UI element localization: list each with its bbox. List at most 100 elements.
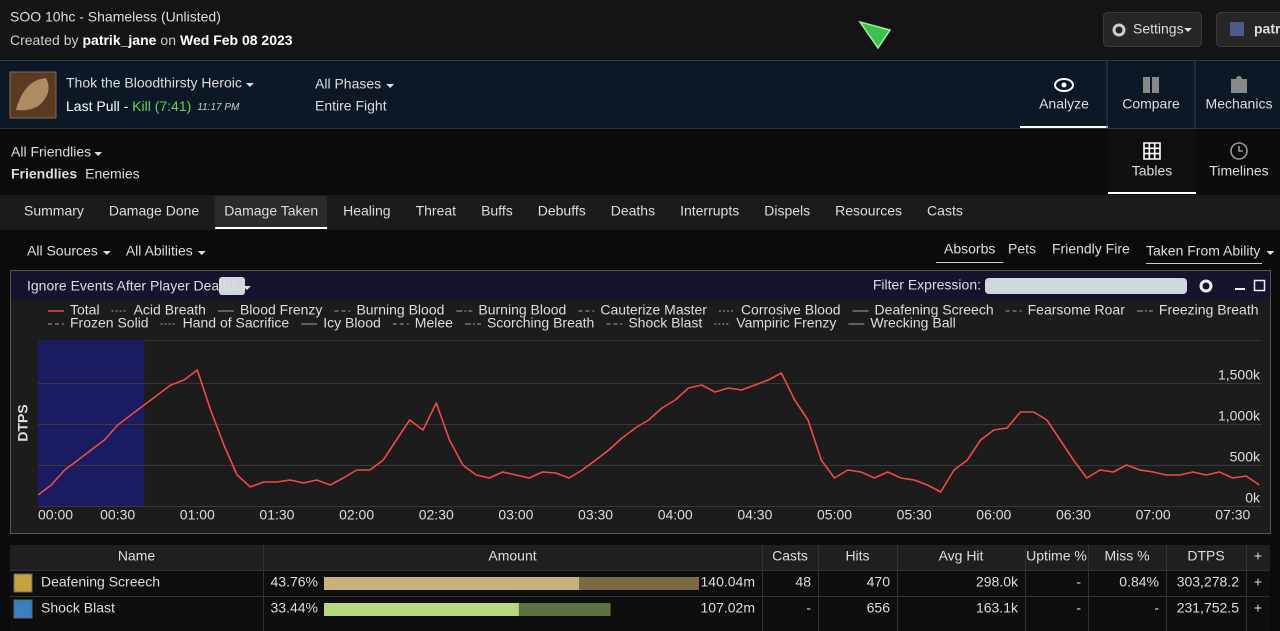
- tab[interactable]: Resources: [835, 203, 902, 219]
- table-cell: 231,752.5: [1177, 600, 1239, 616]
- legend-entry-inactive[interactable]: Corrosive Blood: [741, 302, 841, 318]
- actor-option[interactable]: Friendlies: [11, 166, 77, 182]
- caret: [242, 286, 251, 290]
- boss-icon: [9, 71, 57, 119]
- tab-underline: [215, 227, 328, 229]
- column-header[interactable]: Name: [118, 548, 156, 564]
- fight-bar: [0, 60, 1280, 128]
- user-icon: [1230, 22, 1244, 36]
- legend-entry-inactive[interactable]: Burning Blood: [356, 302, 444, 318]
- legend-entry-inactive[interactable]: Melee: [415, 315, 453, 331]
- tab[interactable]: Summary: [24, 203, 84, 219]
- legend-entry-inactive[interactable]: Hand of Sacrifice: [183, 315, 290, 331]
- column-header[interactable]: Uptime %: [1026, 548, 1087, 564]
- phase-select[interactable]: All Phases: [315, 76, 381, 92]
- table-cell: 656: [867, 600, 891, 616]
- actor-option[interactable]: Enemies: [85, 166, 139, 182]
- view-tab[interactable]: Compare: [1122, 96, 1180, 112]
- caret: [386, 84, 395, 88]
- taken-select[interactable]: Taken From Ability: [1146, 243, 1260, 259]
- view-underline: [1020, 126, 1108, 128]
- column-header[interactable]: DTPS: [1187, 548, 1224, 564]
- tab[interactable]: Interrupts: [680, 203, 739, 219]
- logo: [858, 20, 892, 50]
- column-header[interactable]: Casts: [772, 548, 808, 564]
- actor-select[interactable]: All Friendlies: [11, 144, 91, 160]
- ability-icon: [13, 573, 33, 593]
- legend-entry-inactive[interactable]: Blood Frenzy: [240, 302, 322, 318]
- report-title: SOO 10hc - Shameless (Unlisted): [10, 9, 221, 25]
- settings-label[interactable]: Settings: [1133, 21, 1184, 37]
- user-button[interactable]: [1216, 12, 1280, 47]
- tab[interactable]: Threat: [416, 203, 457, 219]
- user-name[interactable]: patr: [1254, 21, 1280, 37]
- filter-input[interactable]: [985, 278, 1187, 294]
- ability-name[interactable]: Shock Blast: [41, 600, 115, 616]
- legend-entry-inactive[interactable]: Icy Blood: [323, 315, 381, 331]
- legend-entry-inactive[interactable]: Fearsome Roar: [1028, 302, 1126, 318]
- puzzle-icon: [1231, 76, 1247, 93]
- top-bar: [0, 0, 1280, 60]
- display-mode[interactable]: Timelines: [1209, 163, 1268, 179]
- expand-button[interactable]: +: [1254, 574, 1262, 590]
- ability-name[interactable]: Deafening Screech: [41, 574, 160, 590]
- tab[interactable]: Damage Taken: [224, 203, 318, 219]
- tab[interactable]: Healing: [343, 203, 390, 219]
- column-header[interactable]: Hits: [845, 548, 869, 564]
- x-tick-label: 07:30: [1215, 507, 1250, 523]
- gear-icon[interactable]: [1199, 279, 1213, 293]
- legend-entry-inactive[interactable]: Frozen Solid: [70, 315, 149, 331]
- column-header[interactable]: +: [1254, 548, 1262, 564]
- x-tick-label: 02:00: [339, 507, 374, 523]
- table-cell: -: [1076, 574, 1081, 590]
- legend-entry-inactive[interactable]: Shock Blast: [628, 315, 702, 331]
- legend-entry-inactive[interactable]: Scorching Breath: [487, 315, 594, 331]
- filter-toggle[interactable]: Absorbs: [944, 241, 995, 257]
- tab[interactable]: Buffs: [481, 203, 513, 219]
- column-header[interactable]: Amount: [488, 548, 536, 564]
- tab[interactable]: Debuffs: [538, 203, 586, 219]
- tab[interactable]: Damage Done: [109, 203, 199, 219]
- table-cell: -: [806, 600, 811, 616]
- legend-entry-inactive[interactable]: Deafening Screech: [875, 302, 994, 318]
- filter-select[interactable]: All Sources: [27, 243, 98, 259]
- minimize-icon[interactable]: [1235, 288, 1245, 290]
- ignore-select[interactable]: Ignore Events After Player Deaths: [27, 278, 238, 294]
- table-cell: 298.0k: [976, 574, 1019, 590]
- toggle[interactable]: [219, 277, 245, 295]
- filter-toggle[interactable]: Pets: [1008, 241, 1036, 257]
- legend-entry-inactive[interactable]: Wrecking Ball: [870, 315, 955, 331]
- created-line: Created by patrik_jane on Wed Feb 08 2023: [10, 32, 293, 48]
- legend-entry-inactive[interactable]: Acid Breath: [134, 302, 206, 318]
- display-mode[interactable]: Tables: [1132, 163, 1172, 179]
- filter-select[interactable]: All Abilities: [126, 243, 193, 259]
- column-header[interactable]: Miss %: [1104, 548, 1149, 564]
- caret: [102, 251, 111, 255]
- tab-active: [215, 196, 328, 229]
- legend-entry-inactive[interactable]: Burning Blood: [478, 302, 566, 318]
- amount-percent: 43.76%: [271, 574, 318, 590]
- amount-total: 107.02m: [701, 600, 755, 616]
- tab[interactable]: Casts: [927, 203, 963, 219]
- x-tick-label: 03:30: [578, 507, 613, 523]
- caret: [245, 83, 254, 87]
- legend-entry-inactive[interactable]: Freezing Breath: [1159, 302, 1259, 318]
- legend-entry-inactive[interactable]: Vampiric Frenzy: [736, 315, 836, 331]
- y-axis-label: DTPS: [15, 404, 31, 441]
- view-tab[interactable]: Analyze: [1039, 96, 1089, 112]
- tab[interactable]: Deaths: [611, 203, 655, 219]
- caret: [1184, 28, 1192, 32]
- maximize-icon[interactable]: [1253, 279, 1266, 292]
- x-tick-label: 05:30: [897, 507, 932, 523]
- x-tick-label: 02:30: [419, 507, 454, 523]
- legend-entry[interactable]: Total: [70, 302, 100, 318]
- x-tick-label: 05:00: [817, 507, 852, 523]
- view-tab[interactable]: Mechanics: [1206, 96, 1273, 112]
- expand-button[interactable]: +: [1254, 600, 1262, 616]
- column-header[interactable]: Avg Hit: [939, 548, 984, 564]
- tab[interactable]: Dispels: [764, 203, 810, 219]
- boss-name[interactable]: Thok the Bloodthirsty Heroic: [66, 75, 242, 91]
- filter-toggle[interactable]: Friendly Fire: [1052, 241, 1130, 257]
- settings-button[interactable]: [1103, 12, 1202, 47]
- legend-entry-inactive[interactable]: Cauterize Master: [600, 302, 707, 318]
